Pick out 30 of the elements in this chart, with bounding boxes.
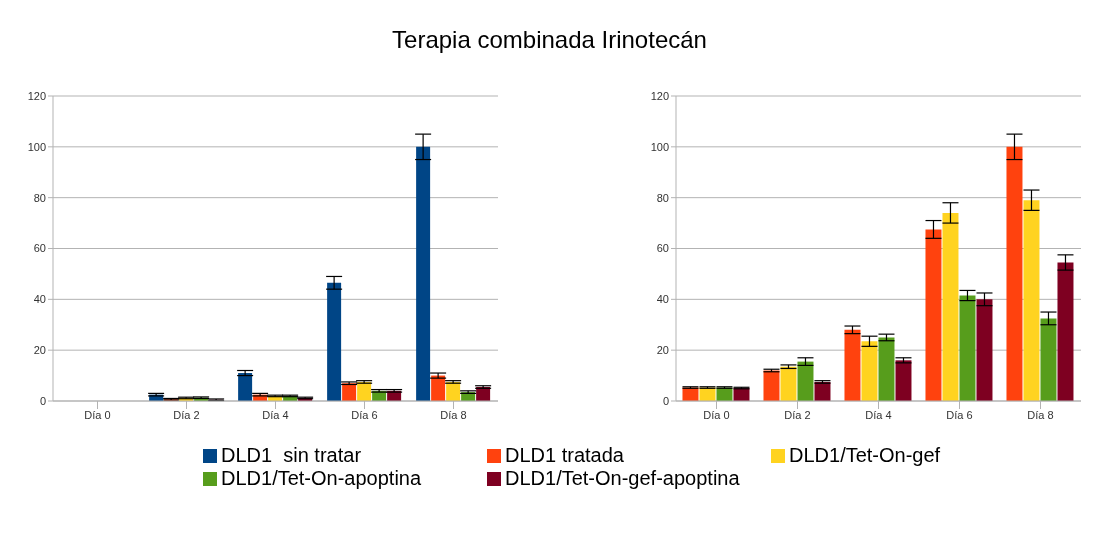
legend-label: DLD1/Tet-On-gef-apoptina bbox=[505, 467, 740, 490]
legend-label: DLD1/Tet-On-apoptina bbox=[221, 467, 422, 490]
legend-label: DLD1 sin tratar bbox=[221, 444, 362, 467]
x-tick-label: Día 4 bbox=[865, 408, 892, 421]
y-tick-label: 0 bbox=[662, 394, 669, 407]
y-tick-label: 60 bbox=[656, 242, 669, 255]
x-tick-label: Día 2 bbox=[173, 408, 200, 421]
x-tick-label: Día 0 bbox=[84, 408, 111, 421]
y-tick-label: 120 bbox=[27, 89, 46, 102]
text: Terapia combinada Irinotecán bbox=[392, 26, 707, 53]
x-tick-label: Día 2 bbox=[784, 408, 811, 421]
x-tick-label: Día 6 bbox=[351, 408, 378, 421]
x-tick-label: Día 8 bbox=[1027, 408, 1054, 421]
y-tick-label: 20 bbox=[33, 344, 46, 357]
y-tick-label: 80 bbox=[33, 191, 46, 204]
y-tick-label: 20 bbox=[656, 344, 669, 357]
x-tick-label: Día 4 bbox=[262, 408, 289, 421]
y-tick-label: 100 bbox=[27, 140, 46, 153]
y-tick-label: 120 bbox=[650, 89, 669, 102]
y-tick-label: 60 bbox=[33, 242, 46, 255]
x-tick-label: Día 0 bbox=[703, 408, 730, 421]
y-tick-label: 40 bbox=[656, 293, 669, 306]
y-tick-label: 0 bbox=[39, 394, 46, 407]
y-tick-label: 40 bbox=[33, 293, 46, 306]
legend-label: DLD1 tratada bbox=[505, 444, 624, 467]
y-tick-label: 100 bbox=[650, 140, 669, 153]
x-tick-label: Día 6 bbox=[946, 408, 973, 421]
x-tick-label: Día 8 bbox=[440, 408, 467, 421]
y-tick-label: 80 bbox=[656, 191, 669, 204]
legend-label: DLD1/Tet-On-gef bbox=[789, 444, 941, 467]
